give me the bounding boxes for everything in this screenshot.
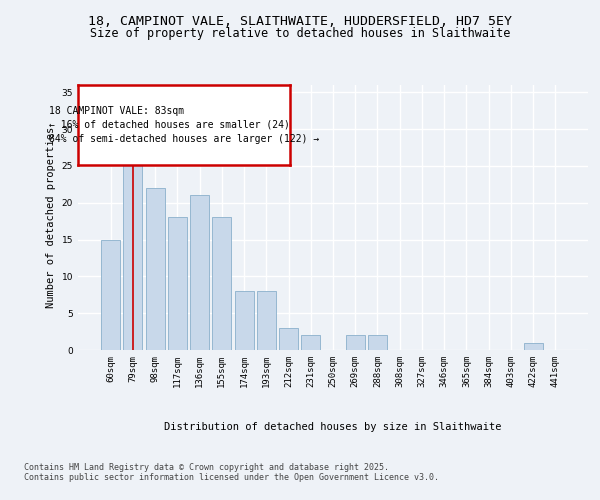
Text: Contains HM Land Registry data © Crown copyright and database right 2025.
Contai: Contains HM Land Registry data © Crown c… [24,462,439,482]
Text: 18, CAMPINOT VALE, SLAITHWAITE, HUDDERSFIELD, HD7 5EY: 18, CAMPINOT VALE, SLAITHWAITE, HUDDERSF… [88,15,512,28]
Bar [368,336,387,350]
Text: 18 CAMPINOT VALE: 83sqm
← 16% of detached houses are smaller (24)
84% of semi-de: 18 CAMPINOT VALE: 83sqm ← 16% of detache… [49,106,319,144]
Bar [524,342,542,350]
Y-axis label: Number of detached properties: Number of detached properties [46,127,56,308]
Bar [301,336,320,350]
Bar [190,196,209,350]
Bar [346,336,365,350]
Bar [168,218,187,350]
Bar [146,188,164,350]
Bar [212,218,231,350]
Text: Size of property relative to detached houses in Slaithwaite: Size of property relative to detached ho… [90,28,510,40]
Text: Distribution of detached houses by size in Slaithwaite: Distribution of detached houses by size … [164,422,502,432]
Bar [101,240,120,350]
Bar [257,291,276,350]
Bar [124,158,142,350]
Bar [279,328,298,350]
Bar [235,291,254,350]
